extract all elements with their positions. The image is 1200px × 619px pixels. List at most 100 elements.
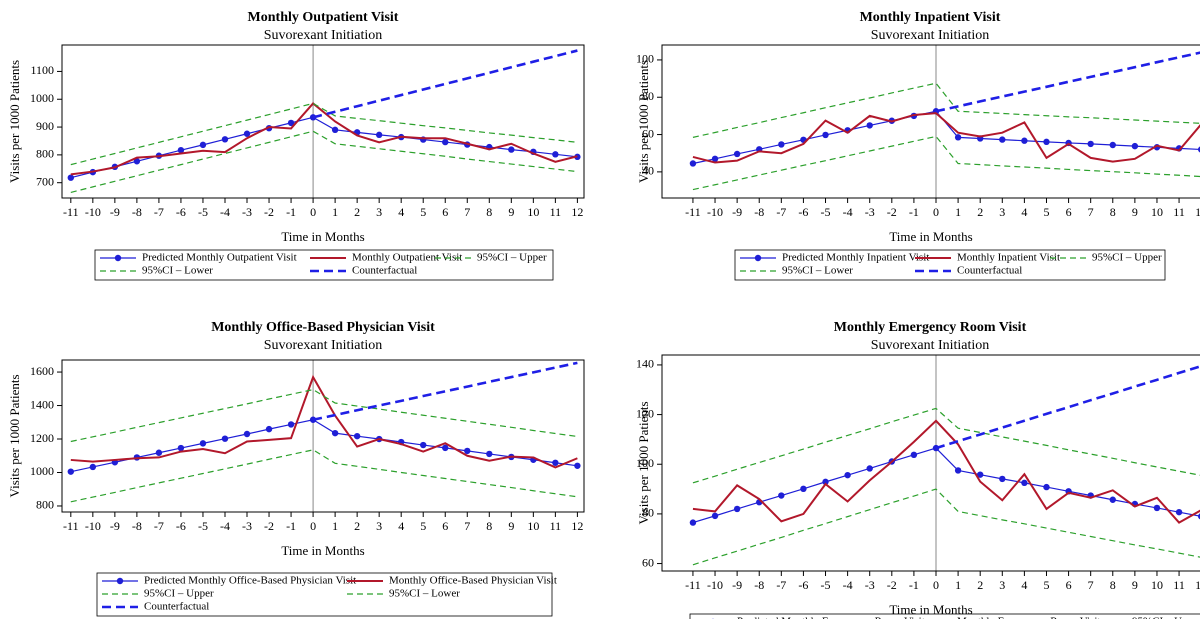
x-tick-label: -7 — [776, 578, 786, 592]
data-point — [89, 463, 97, 471]
data-point — [1021, 137, 1028, 144]
x-tick-label: -9 — [732, 578, 742, 592]
data-point — [486, 450, 493, 458]
x-tick-label: -10 — [707, 205, 723, 219]
x-tick-label: -1 — [286, 519, 296, 533]
legend-box — [94, 249, 554, 281]
data-point — [177, 146, 185, 154]
x-tick-label: 2 — [977, 205, 983, 219]
x-tick-label: -3 — [242, 519, 252, 533]
legend-item: Monthly Emergency Room Visit — [957, 616, 1100, 619]
plot-area — [689, 45, 1200, 198]
data-point — [243, 130, 251, 137]
data-point — [778, 141, 785, 148]
x-tick-label: 7 — [1088, 205, 1094, 219]
legend-item: 95%CI – Upper — [1050, 252, 1162, 264]
chart-subtitle: Suvorexant Initiation — [264, 338, 383, 353]
x-tick-label: -2 — [887, 205, 897, 219]
data-point — [1021, 479, 1028, 487]
legend-marker — [116, 577, 124, 585]
x-tick-label: 9 — [1132, 205, 1138, 219]
data-point — [67, 174, 75, 181]
legend-marker — [114, 254, 122, 262]
data-point — [331, 126, 339, 134]
x-tick-label: 3 — [999, 205, 1005, 219]
x-tick-label: -2 — [887, 578, 897, 592]
data-point — [711, 155, 719, 163]
legend-label: Predicted Monthly Inpatient Visit — [782, 252, 929, 264]
data-point — [508, 146, 515, 153]
x-tick-label: 12 — [571, 205, 583, 219]
data-point — [177, 444, 185, 452]
x-tick-label: 7 — [464, 205, 470, 219]
y-tick-label: 40 — [642, 164, 654, 178]
data-point — [1043, 483, 1050, 491]
x-tick-label: -5 — [821, 205, 831, 219]
x-tick-label: -5 — [198, 519, 208, 533]
data-point — [552, 151, 559, 158]
data-point — [265, 425, 273, 433]
x-tick-label: 4 — [398, 205, 404, 219]
x-tick-label: 2 — [977, 578, 983, 592]
data-point — [976, 471, 984, 478]
data-point — [464, 447, 471, 455]
x-tick-label: 4 — [398, 519, 404, 533]
y-tick-label: 800 — [36, 498, 54, 512]
x-tick-label: -5 — [198, 205, 208, 219]
legend-box — [96, 572, 553, 617]
legend-item: Monthly Outpatient Visit — [310, 252, 462, 264]
data-point — [552, 459, 559, 466]
x-tick-label: -4 — [220, 205, 230, 219]
series-line — [70, 102, 578, 166]
x-tick-label: 0 — [933, 578, 939, 592]
plot-area — [689, 355, 1200, 571]
x-tick-label: 3 — [376, 519, 382, 533]
x-tick-label: 6 — [1066, 205, 1072, 219]
data-point — [1109, 496, 1116, 503]
series-line — [312, 361, 578, 422]
x-tick-label: 1 — [332, 519, 338, 533]
chart-title: Monthly Inpatient Visit — [860, 10, 1001, 25]
legend-label: 95%CI – Upper — [477, 252, 547, 264]
x-tick-label: 0 — [310, 205, 316, 219]
x-tick-label: 3 — [999, 578, 1005, 592]
y-tick-label: 1100 — [30, 63, 54, 77]
x-tick-label: 5 — [420, 519, 426, 533]
x-tick-label: 11 — [550, 519, 562, 533]
y-tick-label: 60 — [642, 555, 654, 569]
x-tick-label: 12 — [1195, 578, 1200, 592]
series-line — [935, 51, 1200, 113]
x-tick-label: 7 — [464, 519, 470, 533]
data-point — [1197, 146, 1200, 153]
data-point — [1175, 508, 1183, 516]
x-tick-label: 9 — [508, 205, 514, 219]
x-tick-label: -11 — [685, 205, 701, 219]
legend-box — [689, 613, 1200, 619]
series-line — [70, 116, 578, 179]
data-point — [133, 158, 141, 165]
legend-item: Counterfactual — [310, 265, 417, 277]
legend-box — [734, 249, 1166, 281]
x-tick-label: 12 — [1195, 205, 1200, 219]
legend-item: 95%CI – Lower — [347, 588, 460, 600]
x-tick-label: 1 — [955, 205, 961, 219]
x-axis-label: Time in Months — [889, 229, 972, 244]
plot-frame — [61, 44, 585, 199]
series-line — [692, 419, 1200, 524]
y-tick-label: 120 — [636, 406, 654, 420]
legend-item: Monthly Office-Based Physician Visit — [347, 575, 557, 587]
x-tick-label: 11 — [1173, 205, 1185, 219]
data-point — [199, 141, 207, 149]
data-point — [999, 136, 1006, 143]
x-axis-label: Time in Months — [889, 602, 972, 617]
plot-frame — [661, 44, 1200, 199]
y-tick-label: 700 — [36, 174, 54, 188]
y-tick-label: 100 — [636, 456, 654, 470]
plot-frame — [661, 354, 1200, 572]
chart-title: Monthly Emergency Room Visit — [834, 320, 1027, 335]
x-tick-label: 3 — [376, 205, 382, 219]
data-point — [420, 441, 427, 449]
x-tick-label: 2 — [354, 205, 360, 219]
data-point — [221, 435, 229, 442]
data-point — [155, 449, 163, 456]
